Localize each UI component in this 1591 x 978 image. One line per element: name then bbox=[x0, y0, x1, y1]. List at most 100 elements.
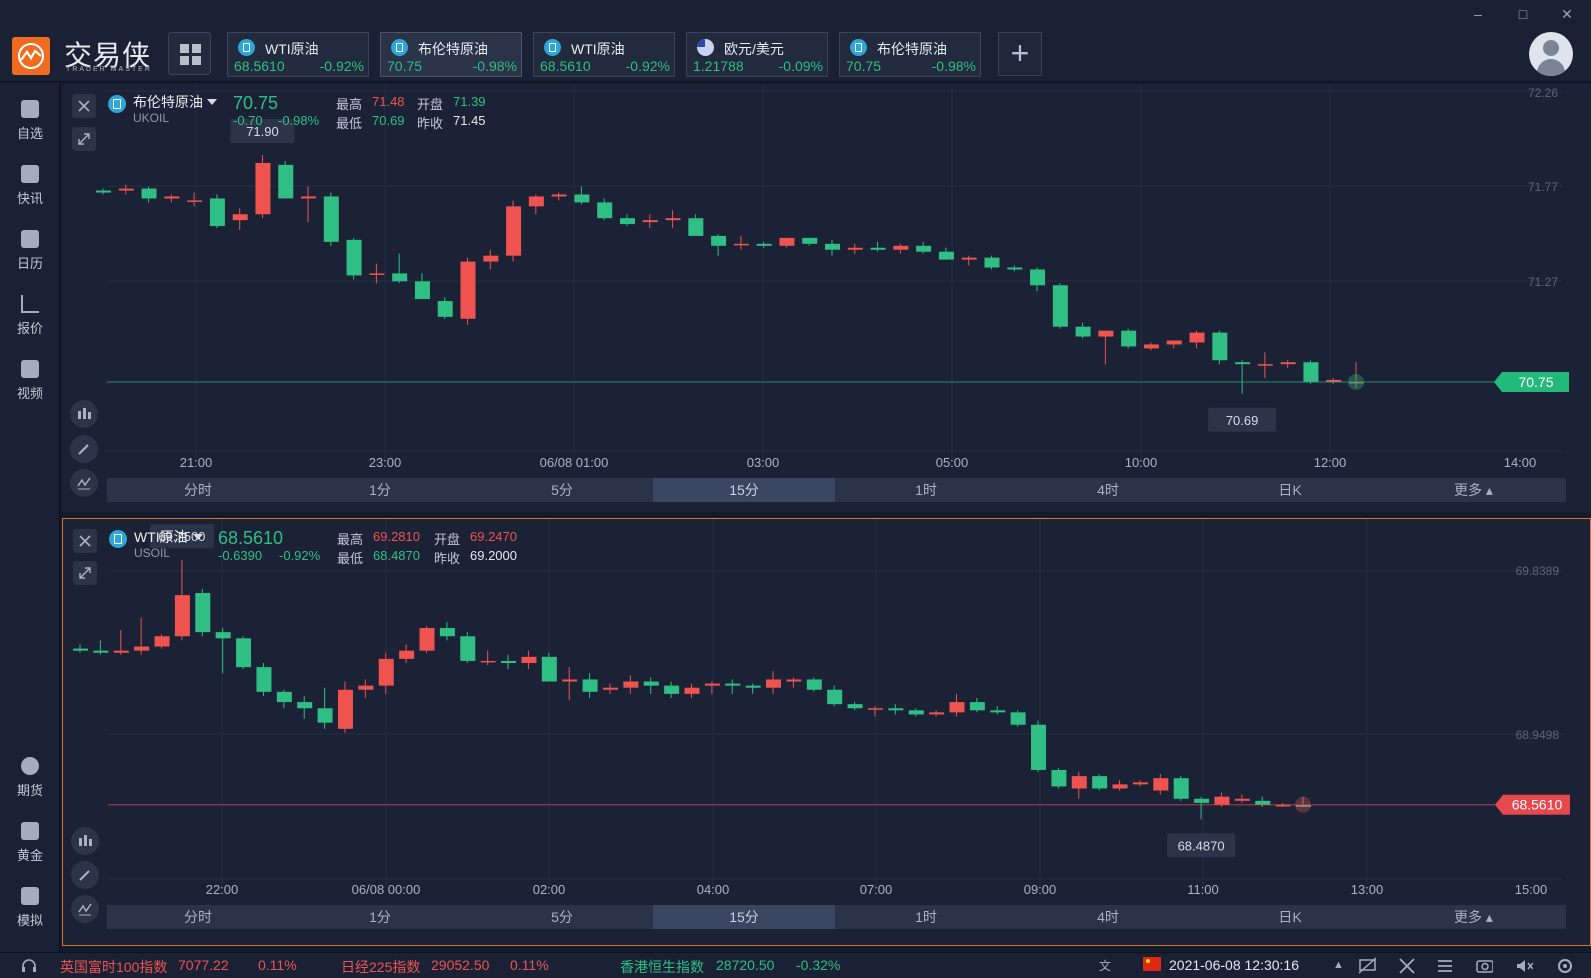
candle-body bbox=[1112, 784, 1128, 789]
candle-body bbox=[1255, 800, 1271, 805]
menu-list-icon[interactable] bbox=[1436, 957, 1454, 975]
timeframe-tab[interactable]: 4时 bbox=[1097, 482, 1119, 498]
close-icon[interactable]: ✕ bbox=[1561, 6, 1573, 22]
current-price-tag-label: 68.5610 bbox=[1512, 797, 1563, 813]
expand-chart-button[interactable] bbox=[72, 127, 96, 151]
current-price: 68.5610 bbox=[218, 528, 284, 548]
trend-icon bbox=[21, 295, 39, 313]
draw-tool-button[interactable] bbox=[71, 861, 99, 889]
candle-body bbox=[1303, 362, 1319, 382]
minimize-icon[interactable]: – bbox=[1474, 6, 1482, 22]
sidebar-item-gold[interactable]: 黄金 bbox=[0, 818, 60, 870]
sidebar-item-news[interactable]: 快讯 bbox=[0, 161, 60, 213]
sidebar-item-watchlist[interactable]: 自选 bbox=[0, 96, 60, 148]
draw-tool-button[interactable] bbox=[70, 435, 98, 463]
timeframe-tab-selected[interactable]: 15分 bbox=[653, 905, 835, 929]
y-tick-label: 71.77 bbox=[1528, 180, 1558, 194]
timeframe-tab[interactable]: 日K bbox=[1278, 909, 1302, 925]
quote-tab-change: -0.09% bbox=[778, 58, 823, 74]
timeframe-more[interactable]: 更多 ▴ bbox=[1454, 482, 1493, 498]
settings-gear-icon[interactable] bbox=[1556, 957, 1574, 975]
chart-type-button[interactable] bbox=[71, 827, 99, 855]
timeframe-tab[interactable]: 1分 bbox=[369, 482, 391, 498]
candle-body bbox=[1296, 804, 1311, 807]
close-chart-button[interactable] bbox=[72, 94, 96, 118]
timeframe-tab[interactable]: 日K bbox=[1278, 482, 1302, 498]
user-avatar[interactable] bbox=[1529, 32, 1573, 76]
max-price-marker-label: 71.90 bbox=[246, 124, 279, 139]
candle-body bbox=[916, 245, 932, 252]
add-quote-tab-button[interactable]: + bbox=[998, 32, 1042, 76]
timeframe-tab[interactable]: 5分 bbox=[551, 909, 573, 925]
sidebar-item-video[interactable]: 视频 bbox=[0, 356, 60, 408]
expand-chart-button[interactable] bbox=[73, 561, 97, 585]
quote-tab-brent-1[interactable]: 布伦特原油 70.75 -0.98% bbox=[380, 32, 522, 77]
indicator-button[interactable] bbox=[70, 469, 98, 497]
layout-grid-button[interactable] bbox=[168, 32, 211, 75]
ticker-name[interactable]: 日经225指数 bbox=[341, 959, 421, 975]
sidebar-item-calendar[interactable]: 日历 bbox=[0, 226, 60, 278]
us-flag-icon bbox=[697, 39, 714, 56]
x-tick-label: 14:00 bbox=[1504, 455, 1537, 470]
sidebar-item-label: 快讯 bbox=[16, 191, 43, 206]
sidebar-item-simulate[interactable]: 模拟 bbox=[0, 883, 60, 935]
chart-panel-brent: 72.26 71.77 71.27 21:00 23:00 06/08 01:00 03:0… bbox=[62, 84, 1591, 512]
symbol-dropdown-icon[interactable] bbox=[207, 99, 217, 105]
sidebar-item-futures[interactable]: 期货 bbox=[0, 753, 60, 805]
sidebar-item-label: 日历 bbox=[16, 256, 43, 271]
headset-icon[interactable] bbox=[20, 957, 38, 975]
timeframe-tab[interactable]: 分时 bbox=[184, 909, 212, 925]
sidebar-item-quotes[interactable]: 报价 bbox=[0, 291, 60, 343]
high-label: 最高 bbox=[336, 97, 363, 112]
translate-icon[interactable]: 文 bbox=[1098, 957, 1116, 975]
timeframe-tab[interactable]: 5分 bbox=[551, 482, 573, 498]
screen-off-icon[interactable] bbox=[1358, 957, 1376, 975]
chart-type-button[interactable] bbox=[70, 400, 98, 428]
ticker-name[interactable]: 英国富时100指数 bbox=[60, 959, 168, 975]
timeframe-tab[interactable]: 1时 bbox=[915, 482, 937, 498]
candle-body bbox=[437, 301, 453, 317]
symbol-name[interactable]: WTI原油 bbox=[134, 529, 188, 545]
grid-cell-icon bbox=[180, 56, 189, 65]
candle-body bbox=[1189, 332, 1205, 343]
wti-candlestick-chart[interactable]: 69.8389 68.9498 22:00 06/08 00:00 02:00 04:00… bbox=[63, 519, 1590, 945]
indicator-button[interactable] bbox=[71, 895, 99, 923]
symbol-dropdown-icon[interactable] bbox=[193, 534, 203, 540]
symbol-name[interactable]: 布伦特原油 bbox=[133, 94, 203, 110]
max-price-marker bbox=[230, 119, 295, 144]
timeframe-tab[interactable]: 分时 bbox=[184, 482, 212, 498]
maximize-icon[interactable]: □ bbox=[1518, 6, 1528, 22]
current-price: 70.75 bbox=[233, 93, 279, 113]
open-label: 开盘 bbox=[417, 97, 444, 112]
candle-body bbox=[733, 243, 749, 246]
quote-tab-brent-2[interactable]: 布伦特原油 70.75 -0.98% bbox=[839, 32, 981, 77]
price-change-pct: -0.98% bbox=[278, 113, 320, 128]
candle-body bbox=[551, 194, 567, 197]
timeframe-tab-selected[interactable]: 15分 bbox=[653, 478, 835, 502]
quote-tab-eurusd[interactable]: 欧元/美元 1.21788 -0.09% bbox=[686, 32, 828, 77]
candle-body bbox=[562, 679, 578, 682]
timeframe-more[interactable]: 更多 ▴ bbox=[1454, 909, 1493, 925]
svg-text:文: 文 bbox=[1099, 958, 1111, 973]
quote-tab-wti-1[interactable]: WTI原油 68.5610 -0.92% bbox=[227, 32, 369, 77]
camera-icon[interactable] bbox=[1475, 957, 1493, 975]
mute-icon[interactable] bbox=[1515, 957, 1533, 975]
ticker-name[interactable]: 香港恒生指数 bbox=[620, 959, 704, 975]
caret-up-icon[interactable]: ▲ bbox=[1333, 959, 1344, 971]
tools-icon[interactable] bbox=[1398, 957, 1416, 975]
candle-body bbox=[642, 220, 658, 223]
timeframe-tab[interactable]: 1分 bbox=[369, 909, 391, 925]
quote-tab-wti-2[interactable]: WTI原油 68.5610 -0.92% bbox=[533, 32, 675, 77]
timeframe-tab[interactable]: 4时 bbox=[1097, 909, 1119, 925]
candle-body bbox=[756, 243, 772, 246]
left-sidebar: 自选 快讯 日历 报价 视频 期货 黄金 模拟 bbox=[0, 83, 60, 952]
brent-candlestick-chart[interactable]: 72.26 71.77 71.27 21:00 23:00 06/08 01:00 03:0… bbox=[62, 84, 1591, 512]
app-logo-icon bbox=[12, 37, 50, 75]
x-tick-label: 06/08 01:00 bbox=[540, 455, 609, 470]
news-icon bbox=[21, 165, 39, 183]
candle-body bbox=[528, 196, 544, 207]
candle-body bbox=[141, 188, 157, 199]
close-chart-button[interactable] bbox=[73, 529, 97, 553]
timeframe-bar: 分时 1分 5分 15分 1时 4时 日K 更多 ▴ bbox=[107, 905, 1566, 929]
timeframe-tab[interactable]: 1时 bbox=[915, 909, 937, 925]
